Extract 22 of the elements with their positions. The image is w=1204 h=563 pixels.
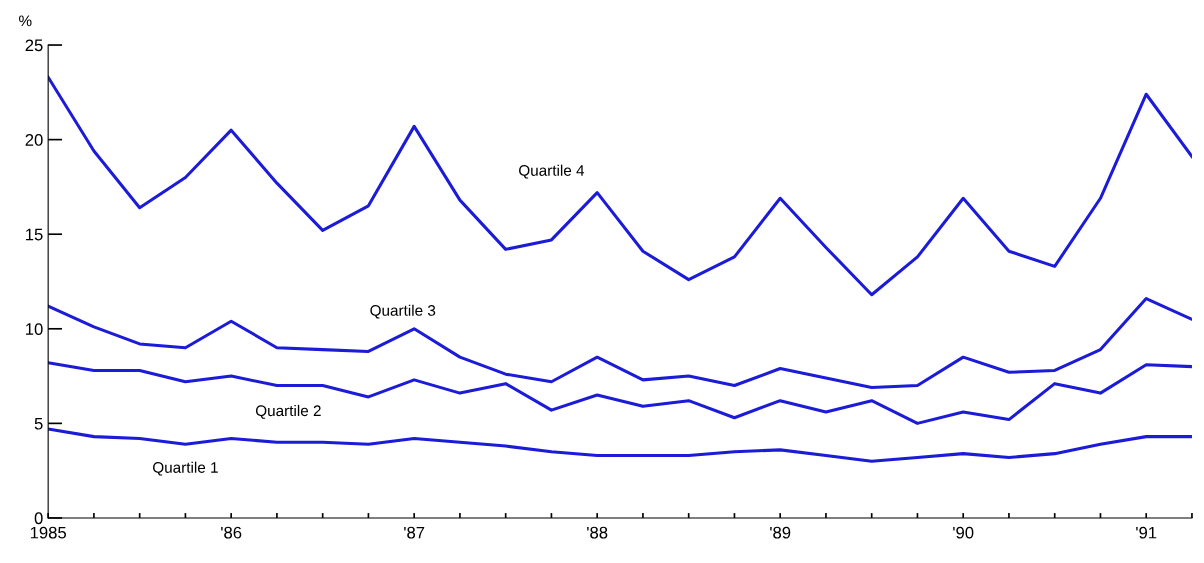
series-label: Quartile 4	[519, 164, 585, 179]
y-tick-label: 20	[25, 134, 43, 146]
x-tick-label: '89	[770, 526, 791, 539]
y-tick-label: 25	[25, 39, 43, 52]
x-tick-label: '88	[587, 526, 608, 539]
y-tick-label: 0	[34, 512, 43, 525]
line-series	[48, 361, 1192, 425]
series-label: Quartile 3	[370, 304, 436, 319]
line-series	[48, 297, 1192, 389]
line-series	[48, 427, 1192, 463]
y-tick-label: 15	[26, 228, 43, 241]
x-tick-label: '87	[404, 526, 425, 539]
x-tick-label: '90	[953, 526, 974, 539]
series-label: Quartile 2	[255, 404, 321, 419]
y-axis-title: %	[19, 15, 32, 27]
y-tick-label: 10	[26, 323, 43, 335]
x-tick-label: 1985	[30, 526, 66, 539]
x-tick-label: '86	[221, 526, 242, 539]
x-tick-label: '91	[1136, 526, 1157, 539]
series-label: Quartile 1	[153, 461, 218, 476]
line-series	[48, 75, 1192, 297]
y-tick-label: 5	[34, 417, 43, 430]
